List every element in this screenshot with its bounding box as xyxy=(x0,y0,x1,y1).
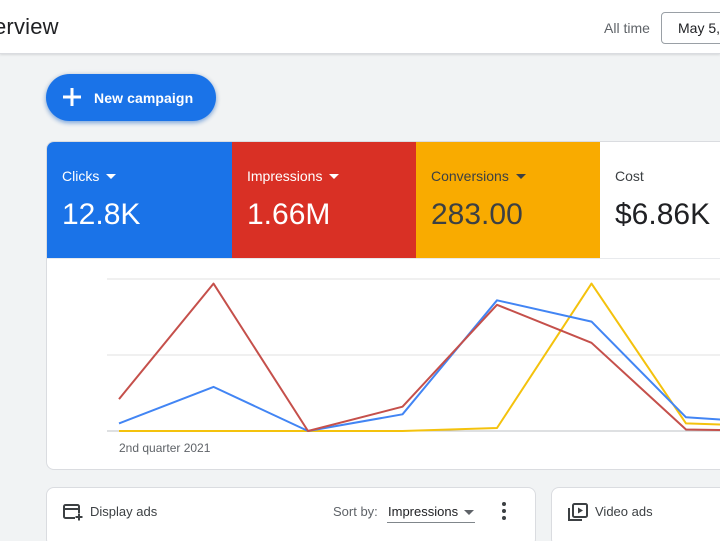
more-vert-icon[interactable] xyxy=(497,500,511,522)
date-range-picker[interactable]: May 5, xyxy=(661,12,720,44)
series-line-clicks xyxy=(118,299,720,432)
metric-clicks[interactable]: Clicks 12.8K xyxy=(47,142,232,258)
sort-by-label: Sort by: xyxy=(333,504,378,519)
metric-impressions-value: 1.66M xyxy=(247,198,331,231)
new-campaign-button[interactable]: New campaign xyxy=(46,74,216,121)
video-ads-panel: Video ads xyxy=(551,487,720,541)
new-campaign-label: New campaign xyxy=(94,90,194,106)
metric-impressions-label[interactable]: Impressions xyxy=(247,168,340,184)
metric-clicks-label[interactable]: Clicks xyxy=(62,168,117,184)
metric-cost-value: $6.86K xyxy=(615,198,711,231)
metric-divider xyxy=(47,258,720,259)
metric-cost-label: Cost xyxy=(615,168,644,184)
display-ads-title: Display ads xyxy=(90,504,158,519)
metric-conversions-label[interactable]: Conversions xyxy=(431,168,526,184)
display-ads-panel: Display ads Sort by: Impressions xyxy=(46,487,536,541)
metric-conversions[interactable]: Conversions 283.00 xyxy=(416,142,600,258)
top-header: erview All time May 5, xyxy=(0,0,720,54)
page-title: erview xyxy=(0,14,59,39)
chart-svg xyxy=(107,278,720,432)
metric-impressions[interactable]: Impressions 1.66M xyxy=(232,142,416,258)
chevron-down-icon xyxy=(515,174,526,179)
series-line-impressions xyxy=(118,282,720,432)
series-line-conversions xyxy=(119,282,720,432)
metric-conversions-value: 283.00 xyxy=(431,198,523,231)
display-ads-icon xyxy=(63,504,83,521)
date-range-label: All time xyxy=(604,20,650,36)
chevron-down-icon xyxy=(464,510,474,515)
sort-by-value: Impressions xyxy=(388,504,459,519)
plus-icon xyxy=(63,88,81,106)
chart-x-label: 2nd quarter 2021 xyxy=(119,441,211,455)
performance-chart: 2nd quarter 2021 xyxy=(47,259,720,469)
chevron-down-icon xyxy=(329,174,340,179)
video-ads-title: Video ads xyxy=(595,504,653,519)
chevron-down-icon xyxy=(106,174,117,179)
metric-cost[interactable]: Cost $6.86K xyxy=(600,142,720,258)
sort-by-select[interactable]: Impressions xyxy=(387,499,475,523)
video-ads-icon xyxy=(568,503,588,521)
metric-clicks-value: 12.8K xyxy=(62,198,141,231)
performance-card: Clicks 12.8K Impressions 1.66M Conversio… xyxy=(46,141,720,470)
